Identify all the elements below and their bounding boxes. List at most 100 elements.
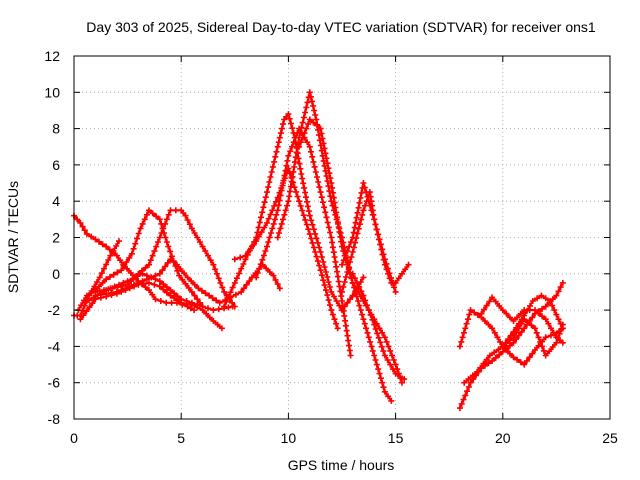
data-point [319,135,326,142]
data-point [376,236,383,243]
data-point [163,299,170,306]
data-point [272,276,279,283]
data-point [308,235,315,242]
data-point [149,252,156,259]
data-point [146,207,152,214]
data-point [334,325,341,332]
data-point [467,379,474,386]
data-point [510,354,517,361]
data-point [142,264,149,271]
data-point [328,234,335,241]
data-point [486,298,493,305]
data-point [188,288,195,295]
data-point [331,316,338,323]
data-point [363,325,370,332]
data-point [199,243,206,250]
data-point [197,299,203,306]
data-point [369,316,376,323]
data-point [81,297,87,304]
data-point [469,372,476,379]
data-point [290,168,297,175]
data-point [340,284,347,290]
data-point [549,302,556,309]
data-point [237,254,244,261]
data-point [344,299,351,306]
data-point [389,352,395,359]
data-point [274,281,281,288]
data-point [350,229,357,236]
data-point [262,194,269,201]
data-point [461,379,468,386]
data-point [367,338,374,345]
data-point [318,130,325,137]
data-point [316,244,323,251]
data-point [139,278,146,285]
y-tick-label: 6 [52,157,60,173]
data-point [99,241,106,248]
data-point [387,361,394,368]
series-arc-16 [456,307,566,368]
data-point [339,303,346,309]
data-point [199,303,206,310]
data-point [539,313,546,320]
data-point [279,125,285,132]
data-point [264,243,270,250]
data-point [279,182,286,189]
data-point [303,104,310,111]
data-point [299,134,306,141]
data-point [365,334,372,341]
data-point [250,241,257,248]
data-point [128,278,135,285]
data-point [138,267,145,274]
data-point [360,207,367,214]
data-point [302,189,309,196]
data-point [181,270,188,277]
data-point [143,211,150,218]
data-point [341,279,348,285]
data-point [270,272,277,279]
data-point [371,352,378,359]
data-point [333,209,340,216]
data-point [210,318,217,324]
data-point [542,303,549,310]
data-point [313,253,320,260]
data-point [517,310,524,317]
data-point [343,274,349,280]
data-point [113,243,120,249]
data-point [261,199,268,206]
data-point [160,281,167,288]
data-point [320,259,327,265]
data-point [332,204,339,211]
data-point [276,285,283,292]
data-point [542,316,549,323]
data-point [268,169,275,175]
data-point [499,348,506,355]
data-point [334,219,341,226]
data-point [491,349,498,356]
data-point [553,292,560,299]
data-point [77,316,84,323]
data-point [483,356,490,363]
data-point [194,234,201,241]
data-point [287,183,294,190]
data-point [381,388,388,395]
data-point [314,174,320,180]
data-point [146,261,152,268]
data-point [324,274,331,280]
data-point [322,287,329,294]
data-point [356,199,363,206]
data-point [390,357,397,363]
data-point [368,207,375,214]
data-point [327,175,334,182]
data-point [347,296,353,303]
data-point [330,194,337,201]
data-point [280,216,286,223]
data-point [313,235,320,242]
data-point [271,158,278,165]
data-point [399,270,405,277]
data-point [354,209,361,216]
data-point [310,244,317,251]
data-point [209,295,216,301]
data-point [379,379,386,386]
data-point [210,261,217,268]
